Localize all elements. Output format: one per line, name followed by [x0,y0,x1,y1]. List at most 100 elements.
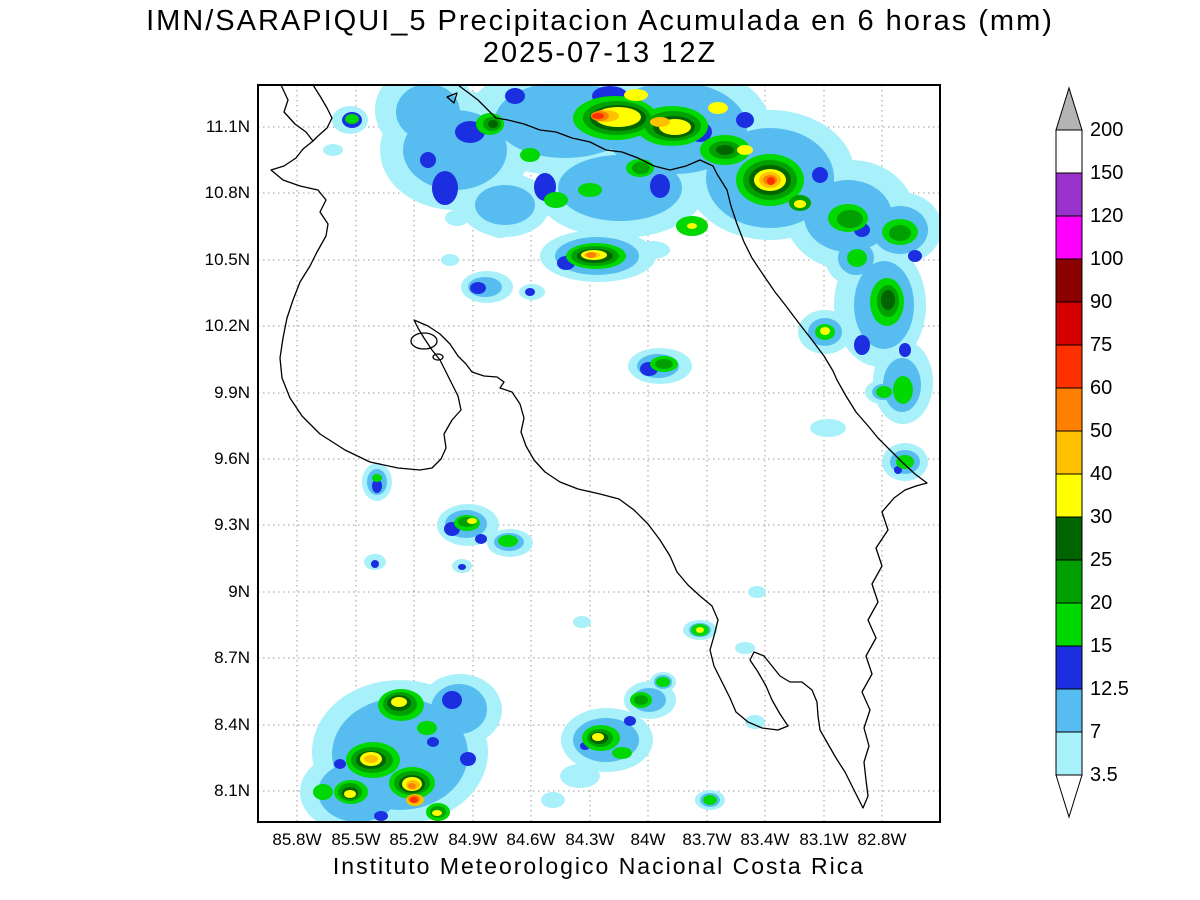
precip-blob [408,783,416,789]
precip-blob [372,474,382,482]
precip-blob [374,811,388,821]
precip-blob [313,784,333,800]
precip-blob [592,733,604,741]
precip-blob [735,642,755,654]
chart-title-line1: IMN/SARAPIQUI_5 Precipitacion Acumulada … [146,5,1054,37]
precip-blob [650,117,670,127]
precip-blob [420,152,436,168]
island-marker [446,92,458,104]
colorbar-segment [1055,473,1083,518]
precip-blob [634,241,670,259]
precip-blob [896,455,914,469]
precip-blob [687,223,697,229]
precip-blob [586,252,596,258]
chart-title: IMN/SARAPIQUI_5 Precipitacion Acumulada … [0,5,1200,69]
colorbar-segment [1055,129,1083,174]
precip-blob [624,89,648,101]
precip-blob [847,249,867,267]
lake-shore-border [312,85,333,142]
precip-blob [344,790,356,798]
precip-blob [876,386,892,398]
precip-blob [650,174,670,198]
precip-blob [893,376,913,404]
colorbar-segment [1055,602,1083,647]
precip-blob [894,466,902,474]
precip-blob [810,419,846,437]
precip-blob [560,764,600,788]
colorbar-segment [1055,645,1083,690]
colorbar-segment [1055,344,1083,389]
precip-blob [703,795,717,805]
precip-blob [427,737,439,747]
colorbar-segment [1055,430,1083,475]
precip-blob [737,145,753,155]
precip-blob [573,616,591,628]
colorbar-over-arrow [1055,86,1083,131]
precip-blob [475,534,487,544]
precip-blob [745,715,765,729]
precip-blob [544,192,568,208]
precip-blob [748,586,766,598]
precip-blob [520,148,540,162]
chira-island [410,332,438,350]
precip-blob [371,560,379,568]
precip-blob [410,797,418,803]
precip-blob [470,282,486,294]
precip-blob [634,695,648,705]
colorbar-segment [1055,387,1083,432]
chart-title-line2: 2025-07-13 12Z [482,37,718,69]
precip-blob [467,518,477,524]
precip-blob [899,343,911,357]
colorbar-segment [1055,172,1083,217]
precip-blob [881,290,895,310]
map-frame [257,84,941,823]
precip-blob [578,183,602,197]
precip-blob [541,792,565,808]
precip-blob [624,716,636,726]
precip-blob [323,144,343,156]
precip-blob [655,359,673,369]
precip-blob [794,200,806,208]
colorbar-segment [1055,301,1083,346]
precip-blob [396,85,460,140]
colorbar-segment [1055,258,1083,303]
precip-blob [854,335,870,355]
colorbar-segment [1055,559,1083,604]
precip-blob [417,721,437,735]
precip-blob [696,627,704,633]
colorbar-under-arrow [1055,774,1083,819]
precip-blob [445,210,469,226]
precip-blob [475,185,535,225]
precip-blob [432,171,458,205]
precip-blob [372,479,382,493]
precip-blob [767,177,775,185]
precipitation-field [300,85,940,822]
precip-blob [612,747,632,759]
precip-blob [505,88,525,104]
precip-blob [458,564,466,570]
precip-blob [391,697,407,707]
costa-rica-coastline [270,85,928,809]
precip-blob [490,226,510,238]
colorbar-segment [1055,215,1083,260]
precip-blob [592,113,604,119]
precip-blob [432,810,442,816]
colorbar-segment [1055,731,1083,776]
precip-blob [345,114,359,124]
colorbar-scale [1055,86,1083,819]
precip-blob [334,759,346,769]
colorbar-segment [1055,516,1083,561]
precip-blob [889,225,911,241]
precip-blob [364,755,378,763]
precip-blob [708,102,728,114]
precip-blob [716,145,734,155]
precip-blob [736,112,754,128]
precip-blob [820,327,830,335]
gulf-islet [432,353,444,361]
footer-text: Instituto Meteorologico Nacional Costa R… [332,853,866,879]
colorbar-segment [1055,688,1083,733]
precip-blob [498,535,518,547]
precip-blob [441,254,459,266]
precip-blob [460,752,476,766]
